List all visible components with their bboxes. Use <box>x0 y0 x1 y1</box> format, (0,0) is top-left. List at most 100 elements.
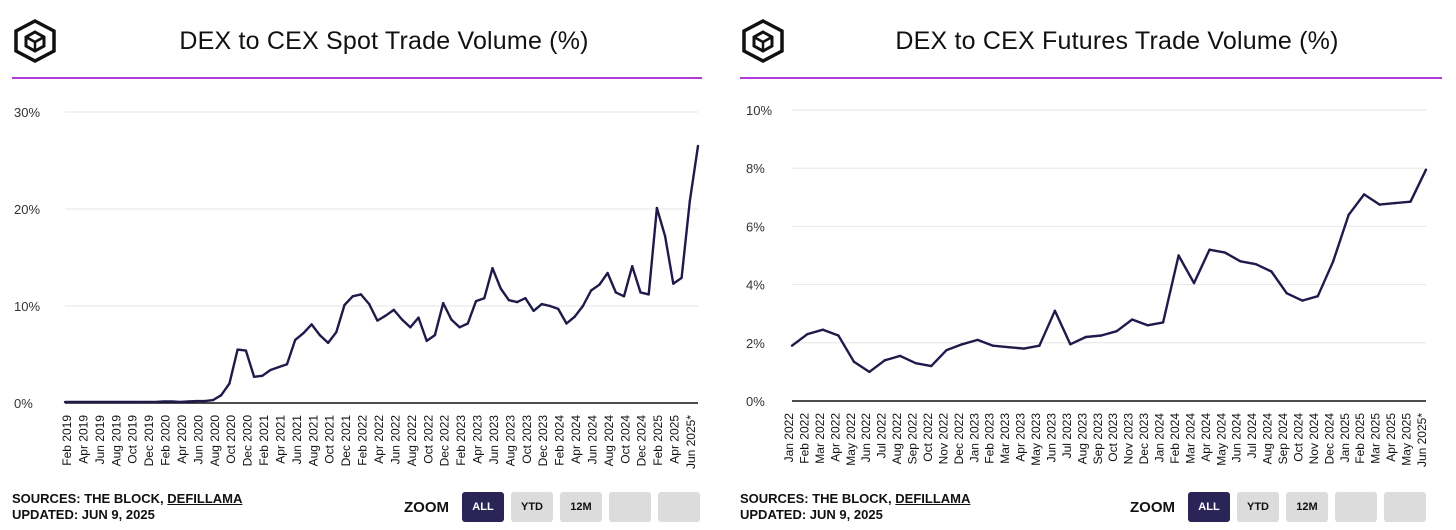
data-point <box>655 206 659 210</box>
data-point <box>1161 321 1165 324</box>
data-point <box>680 276 683 280</box>
y-tick-label: 4% <box>746 278 765 293</box>
x-tick-label: Mar 2022 <box>813 413 827 464</box>
x-tick-label: Dec 2019 <box>142 415 156 467</box>
data-point <box>293 338 297 342</box>
x-tick-label: Feb 2024 <box>553 415 567 466</box>
data-point <box>63 400 67 404</box>
x-tick-label: Oct 2019 <box>126 415 140 464</box>
data-point <box>417 316 420 319</box>
data-point <box>1393 201 1397 205</box>
x-tick-label: Dec 2021 <box>339 415 353 467</box>
data-point <box>631 265 634 268</box>
x-tick-label: Jul 2023 <box>1060 413 1074 459</box>
series-line <box>791 169 1428 374</box>
x-tick-label: Aug 2022 <box>890 413 904 465</box>
x-tick-label: Oct 2023 <box>520 415 534 464</box>
data-point <box>211 398 215 402</box>
data-point <box>129 400 132 404</box>
x-tick-label: Apr 2023 <box>1014 413 1028 462</box>
x-tick-label: Dec 2023 <box>536 415 550 467</box>
data-point <box>1378 203 1381 206</box>
data-point <box>945 348 948 352</box>
data-point <box>195 399 198 403</box>
x-tick-label: Jun 2023 <box>1045 413 1059 463</box>
data-point <box>1316 295 1319 298</box>
data-point <box>1239 260 1242 263</box>
zoom-blank-button-1[interactable] <box>1335 492 1377 522</box>
x-tick-label: Sep 2022 <box>906 413 920 465</box>
data-point <box>598 283 601 286</box>
data-point <box>1177 254 1180 257</box>
data-point <box>228 382 231 385</box>
data-point <box>269 368 272 372</box>
x-tick-label: Jul 2022 <box>875 413 889 459</box>
data-point <box>104 400 108 404</box>
zoom-12m-button[interactable]: 12M <box>1286 492 1328 522</box>
data-point <box>335 330 338 334</box>
data-point <box>991 344 995 347</box>
sources-note: SOURCES: THE BLOCK, DEFILLAMA UPDATED: J… <box>740 491 970 523</box>
x-tick-label: May 2024 <box>1214 413 1228 466</box>
zoom-all-button[interactable]: ALL <box>462 492 504 522</box>
zoom-12m-button[interactable]: 12M <box>560 492 602 522</box>
y-tick-label: 30% <box>14 105 40 120</box>
zoom-blank-button-1[interactable] <box>609 492 651 522</box>
x-tick-label: Jun 2022 <box>388 415 402 465</box>
x-tick-label: Apr 2022 <box>828 413 842 462</box>
data-point <box>1069 343 1072 346</box>
data-point <box>343 303 346 307</box>
zoom-ytd-button[interactable]: YTD <box>1237 492 1279 522</box>
x-tick-label: Sep 2023 <box>1091 413 1105 465</box>
data-point <box>821 328 825 331</box>
zoom-blank-button-2[interactable] <box>658 492 700 522</box>
data-point <box>483 297 486 300</box>
data-point <box>392 308 396 312</box>
x-tick-label: Nov 2022 <box>936 413 950 465</box>
data-point <box>458 326 461 329</box>
x-tick-label: Jun 2024 <box>586 415 600 465</box>
data-point <box>466 322 470 325</box>
x-tick-label: Jun 2023 <box>487 415 501 465</box>
x-tick-label: Apr 2022 <box>372 415 386 464</box>
x-tick-label: Feb 2021 <box>257 415 271 466</box>
data-point <box>581 304 585 308</box>
data-point <box>1022 347 1026 350</box>
y-tick-label: 6% <box>746 219 765 234</box>
data-point <box>1270 270 1273 273</box>
x-tick-label: Dec 2023 <box>1137 413 1151 465</box>
x-tick-label: Apr 2021 <box>274 415 288 464</box>
zoom-ytd-button[interactable]: YTD <box>511 492 553 522</box>
data-point <box>499 287 502 290</box>
chart-title: DEX to CEX Spot Trade Volume (%) <box>179 27 589 55</box>
updated-date: UPDATED: JUN 9, 2025 <box>12 507 155 522</box>
title-divider <box>740 77 1442 79</box>
y-tick-label: 0% <box>746 394 765 409</box>
x-tick-label: Feb 2022 <box>356 415 370 466</box>
x-tick-label: Aug 2024 <box>1261 413 1275 465</box>
data-point <box>647 293 650 296</box>
data-point <box>433 333 437 337</box>
data-point <box>146 400 149 404</box>
x-tick-label: Aug 2019 <box>109 415 123 467</box>
defillama-link[interactable]: DEFILLAMA <box>895 491 971 506</box>
x-tick-label: Jan 2025 <box>1338 413 1352 463</box>
data-point <box>806 332 809 336</box>
title-divider <box>12 77 702 79</box>
x-tick-label: Aug 2020 <box>208 415 222 467</box>
sources-label: SOURCES: THE BLOCK, <box>740 491 896 506</box>
x-tick-label: Apr 2024 <box>569 415 583 464</box>
data-point <box>663 234 667 238</box>
data-point <box>326 341 330 345</box>
data-point <box>302 331 305 335</box>
data-point <box>400 318 404 321</box>
data-point <box>72 400 75 404</box>
data-point <box>883 359 886 362</box>
zoom-all-button[interactable]: ALL <box>1188 492 1230 522</box>
data-point <box>639 291 642 294</box>
zoom-blank-button-2[interactable] <box>1384 492 1426 522</box>
x-tick-label: Oct 2024 <box>1292 413 1306 462</box>
data-point <box>1223 251 1227 254</box>
data-point <box>557 307 560 311</box>
defillama-link[interactable]: DEFILLAMA <box>167 491 243 506</box>
